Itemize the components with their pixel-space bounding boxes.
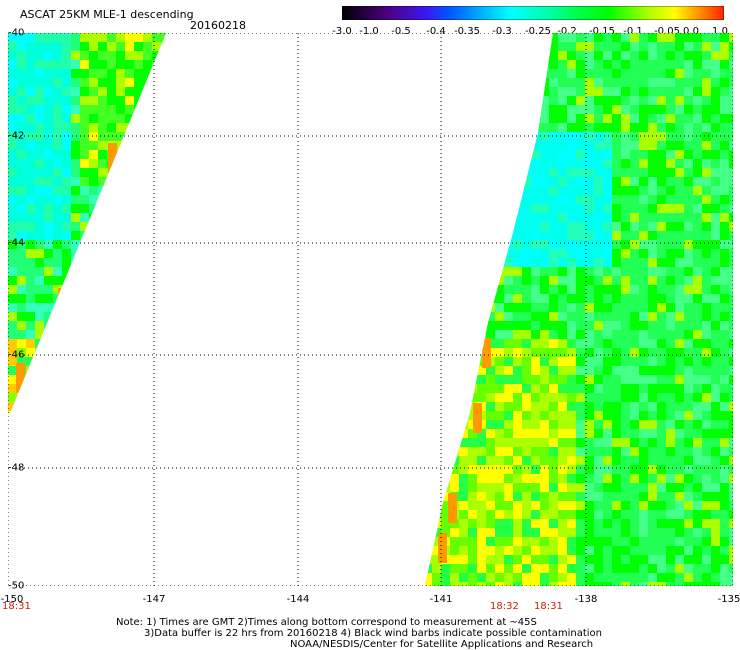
lon-label: -144 (286, 594, 310, 605)
lat-label: -46 (8, 349, 25, 361)
lon-label: -150 (0, 594, 24, 605)
color-scale-label: -0.3 (492, 26, 512, 37)
note-line: Note: 1) Times are GMT 2)Times along bot… (116, 617, 537, 628)
lat-label: -48 (8, 462, 25, 474)
product-date: 20160218 (190, 19, 246, 32)
product-title: ASCAT 25KM MLE-1 descending (20, 8, 194, 21)
color-scale-label: -0.05 (654, 26, 680, 37)
time-label: 18:31 (2, 601, 31, 612)
lat-label: -42 (8, 130, 25, 142)
color-scale-label: 1.0 (712, 26, 728, 37)
note-line: NOAA/NESDIS/Center for Satellite Applica… (290, 639, 594, 650)
color-scale-label: -3.0 (332, 26, 352, 37)
color-scale-bar (342, 6, 724, 20)
color-scale-label: -0.35 (454, 26, 480, 37)
scatterometer-map (8, 33, 733, 586)
color-scale-label: -1.0 (359, 26, 379, 37)
time-label: 18:32 (490, 601, 519, 612)
lon-label: -135 (717, 594, 740, 605)
time-label: 18:31 (534, 601, 563, 612)
color-scale-label: -0.15 (589, 26, 615, 37)
lat-label: -44 (8, 237, 25, 249)
lon-label: -138 (574, 594, 598, 605)
lon-label: -141 (429, 594, 453, 605)
color-scale-label: -0.4 (426, 26, 446, 37)
lat-label: -40 (8, 27, 25, 39)
color-scale-label: 0.0 (683, 26, 699, 37)
note-line: 3)Data buffer is 22 hrs from 20160218 4)… (144, 628, 602, 639)
color-scale-label: -0.25 (525, 26, 551, 37)
lon-label: -147 (142, 594, 166, 605)
color-scale-label: -0.2 (557, 26, 577, 37)
color-scale-label: -0.1 (623, 26, 643, 37)
graticule (8, 33, 733, 586)
lat-label: -50 (8, 580, 25, 592)
color-scale-label: -0.5 (391, 26, 411, 37)
